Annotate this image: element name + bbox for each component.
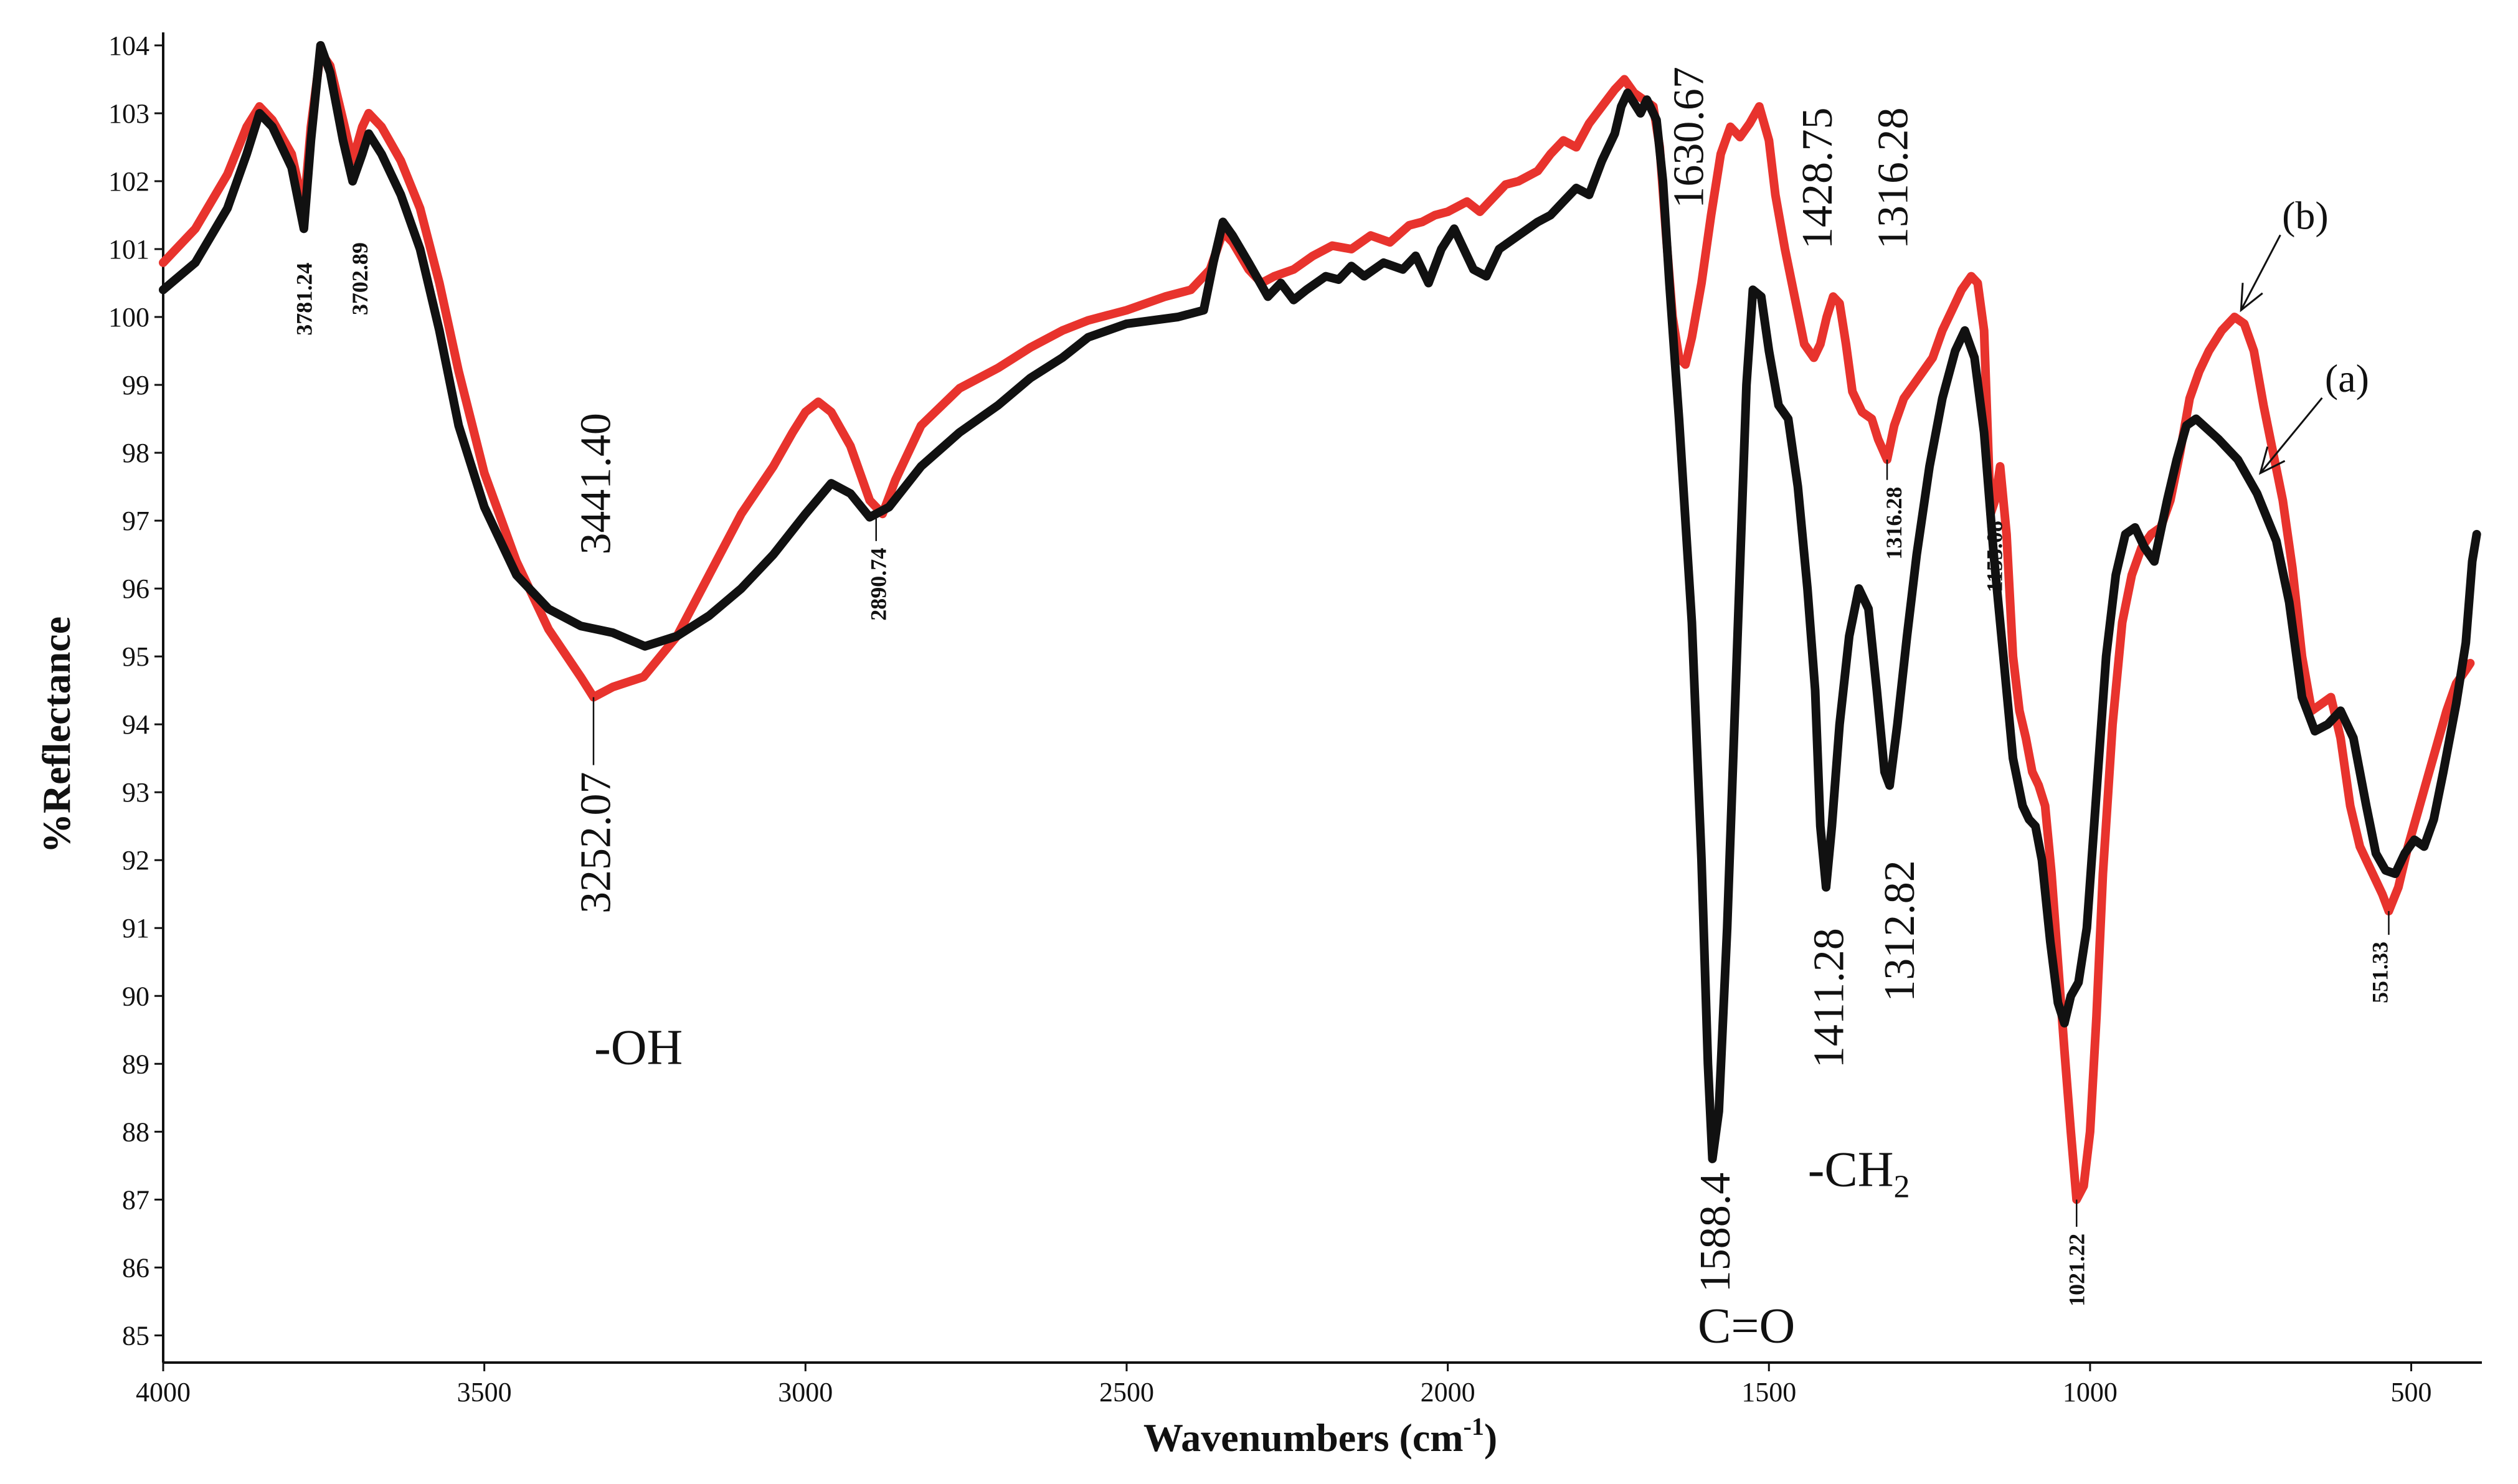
x-tick-label: 500 bbox=[2391, 1377, 2432, 1407]
peak-label: 3441.40 bbox=[572, 413, 620, 555]
y-tick-label: 98 bbox=[122, 438, 149, 468]
y-tick-label: 86 bbox=[122, 1252, 149, 1283]
x-tick-label: 2500 bbox=[1099, 1377, 1154, 1407]
series-arrow-line bbox=[2260, 397, 2323, 474]
axes-layer: 8586878889909192939495969798991001011021… bbox=[108, 31, 2482, 1407]
functional-group-subscript: 2 bbox=[1894, 1170, 1910, 1205]
y-tick-label: 101 bbox=[108, 234, 149, 265]
x-tick-label: 1500 bbox=[1741, 1377, 1796, 1407]
peak-label: 1588.4 bbox=[1692, 1173, 1739, 1293]
peak-label: 1411.28 bbox=[1805, 928, 1853, 1068]
series-line-b bbox=[159, 47, 2475, 1204]
y-tick-label: 102 bbox=[108, 166, 149, 197]
functional-group-text: -OH bbox=[594, 1020, 683, 1075]
peak-label: 1428.75 bbox=[1794, 108, 1842, 250]
series-line-a bbox=[159, 40, 2481, 1163]
y-tick-label: 93 bbox=[122, 777, 149, 808]
x-axis-title-close: ) bbox=[1484, 1415, 1497, 1460]
y-tick-label: 85 bbox=[122, 1320, 149, 1351]
x-axis-title-superscript: -1 bbox=[1464, 1412, 1484, 1440]
y-tick-label: 99 bbox=[122, 370, 149, 400]
peak-label: 3252.07 bbox=[572, 772, 620, 914]
peak-label: 1021.22 bbox=[2065, 1234, 2090, 1307]
peak-label: 1312.82 bbox=[1876, 860, 1924, 1002]
peak-label: 2890.74 bbox=[866, 548, 891, 621]
peak-label: 3781.24 bbox=[291, 263, 316, 336]
series-arrow-line bbox=[2240, 234, 2281, 311]
functional-group-text: -CH bbox=[1808, 1143, 1894, 1198]
x-tick-label: 1000 bbox=[2063, 1377, 2118, 1407]
y-tick-label: 88 bbox=[122, 1117, 149, 1147]
peak-label: 1316.28 bbox=[1870, 108, 1918, 250]
y-tick-label: 96 bbox=[122, 574, 149, 604]
peak-label: 1155.08 bbox=[1982, 521, 2007, 592]
series-arrow-head bbox=[2258, 446, 2286, 475]
series-label: (a) bbox=[2325, 356, 2369, 400]
peak-label: 3702.89 bbox=[348, 242, 372, 315]
functional-group-label: -CH2 bbox=[1808, 1143, 1910, 1205]
functional-group-label: -OH bbox=[594, 1020, 683, 1075]
y-tick-label: 97 bbox=[122, 506, 149, 536]
series-arrow-head bbox=[2240, 283, 2263, 313]
y-tick-label: 91 bbox=[122, 913, 149, 943]
peak-label: 551.33 bbox=[2367, 942, 2392, 1003]
x-tick-label: 2000 bbox=[1421, 1377, 1475, 1407]
x-axis-title-main: Wavenumbers (cm bbox=[1143, 1415, 1464, 1460]
y-tick-label: 103 bbox=[108, 98, 149, 129]
annotation-layer: 3441.40 3252.07 3781.24 3702.89 2890.74 1630.… bbox=[291, 67, 2392, 1353]
functional-group-text: C=O bbox=[1698, 1298, 1795, 1353]
series-layer bbox=[159, 40, 2481, 1204]
y-tick-label: 89 bbox=[122, 1049, 149, 1079]
y-tick-label: 104 bbox=[108, 31, 149, 61]
y-tick-label: 92 bbox=[122, 845, 149, 876]
y-tick-label: 90 bbox=[122, 981, 149, 1011]
peak-label: 1630.67 bbox=[1665, 67, 1713, 209]
series-label: (b) bbox=[2282, 193, 2329, 237]
y-axis-title: %Reflectance bbox=[34, 617, 78, 853]
peak-label: 1316.28 bbox=[1881, 487, 1906, 560]
x-tick-label: 3500 bbox=[457, 1377, 512, 1407]
x-axis-title: Wavenumbers (cm-1) bbox=[1143, 1412, 1497, 1460]
y-tick-label: 94 bbox=[122, 709, 149, 740]
y-tick-label: 95 bbox=[122, 641, 149, 672]
y-tick-label: 87 bbox=[122, 1184, 149, 1215]
x-tick-label: 3000 bbox=[778, 1377, 833, 1407]
functional-group-label: C=O bbox=[1698, 1298, 1795, 1353]
y-tick-label: 100 bbox=[108, 302, 149, 333]
x-tick-label: 4000 bbox=[136, 1377, 191, 1407]
